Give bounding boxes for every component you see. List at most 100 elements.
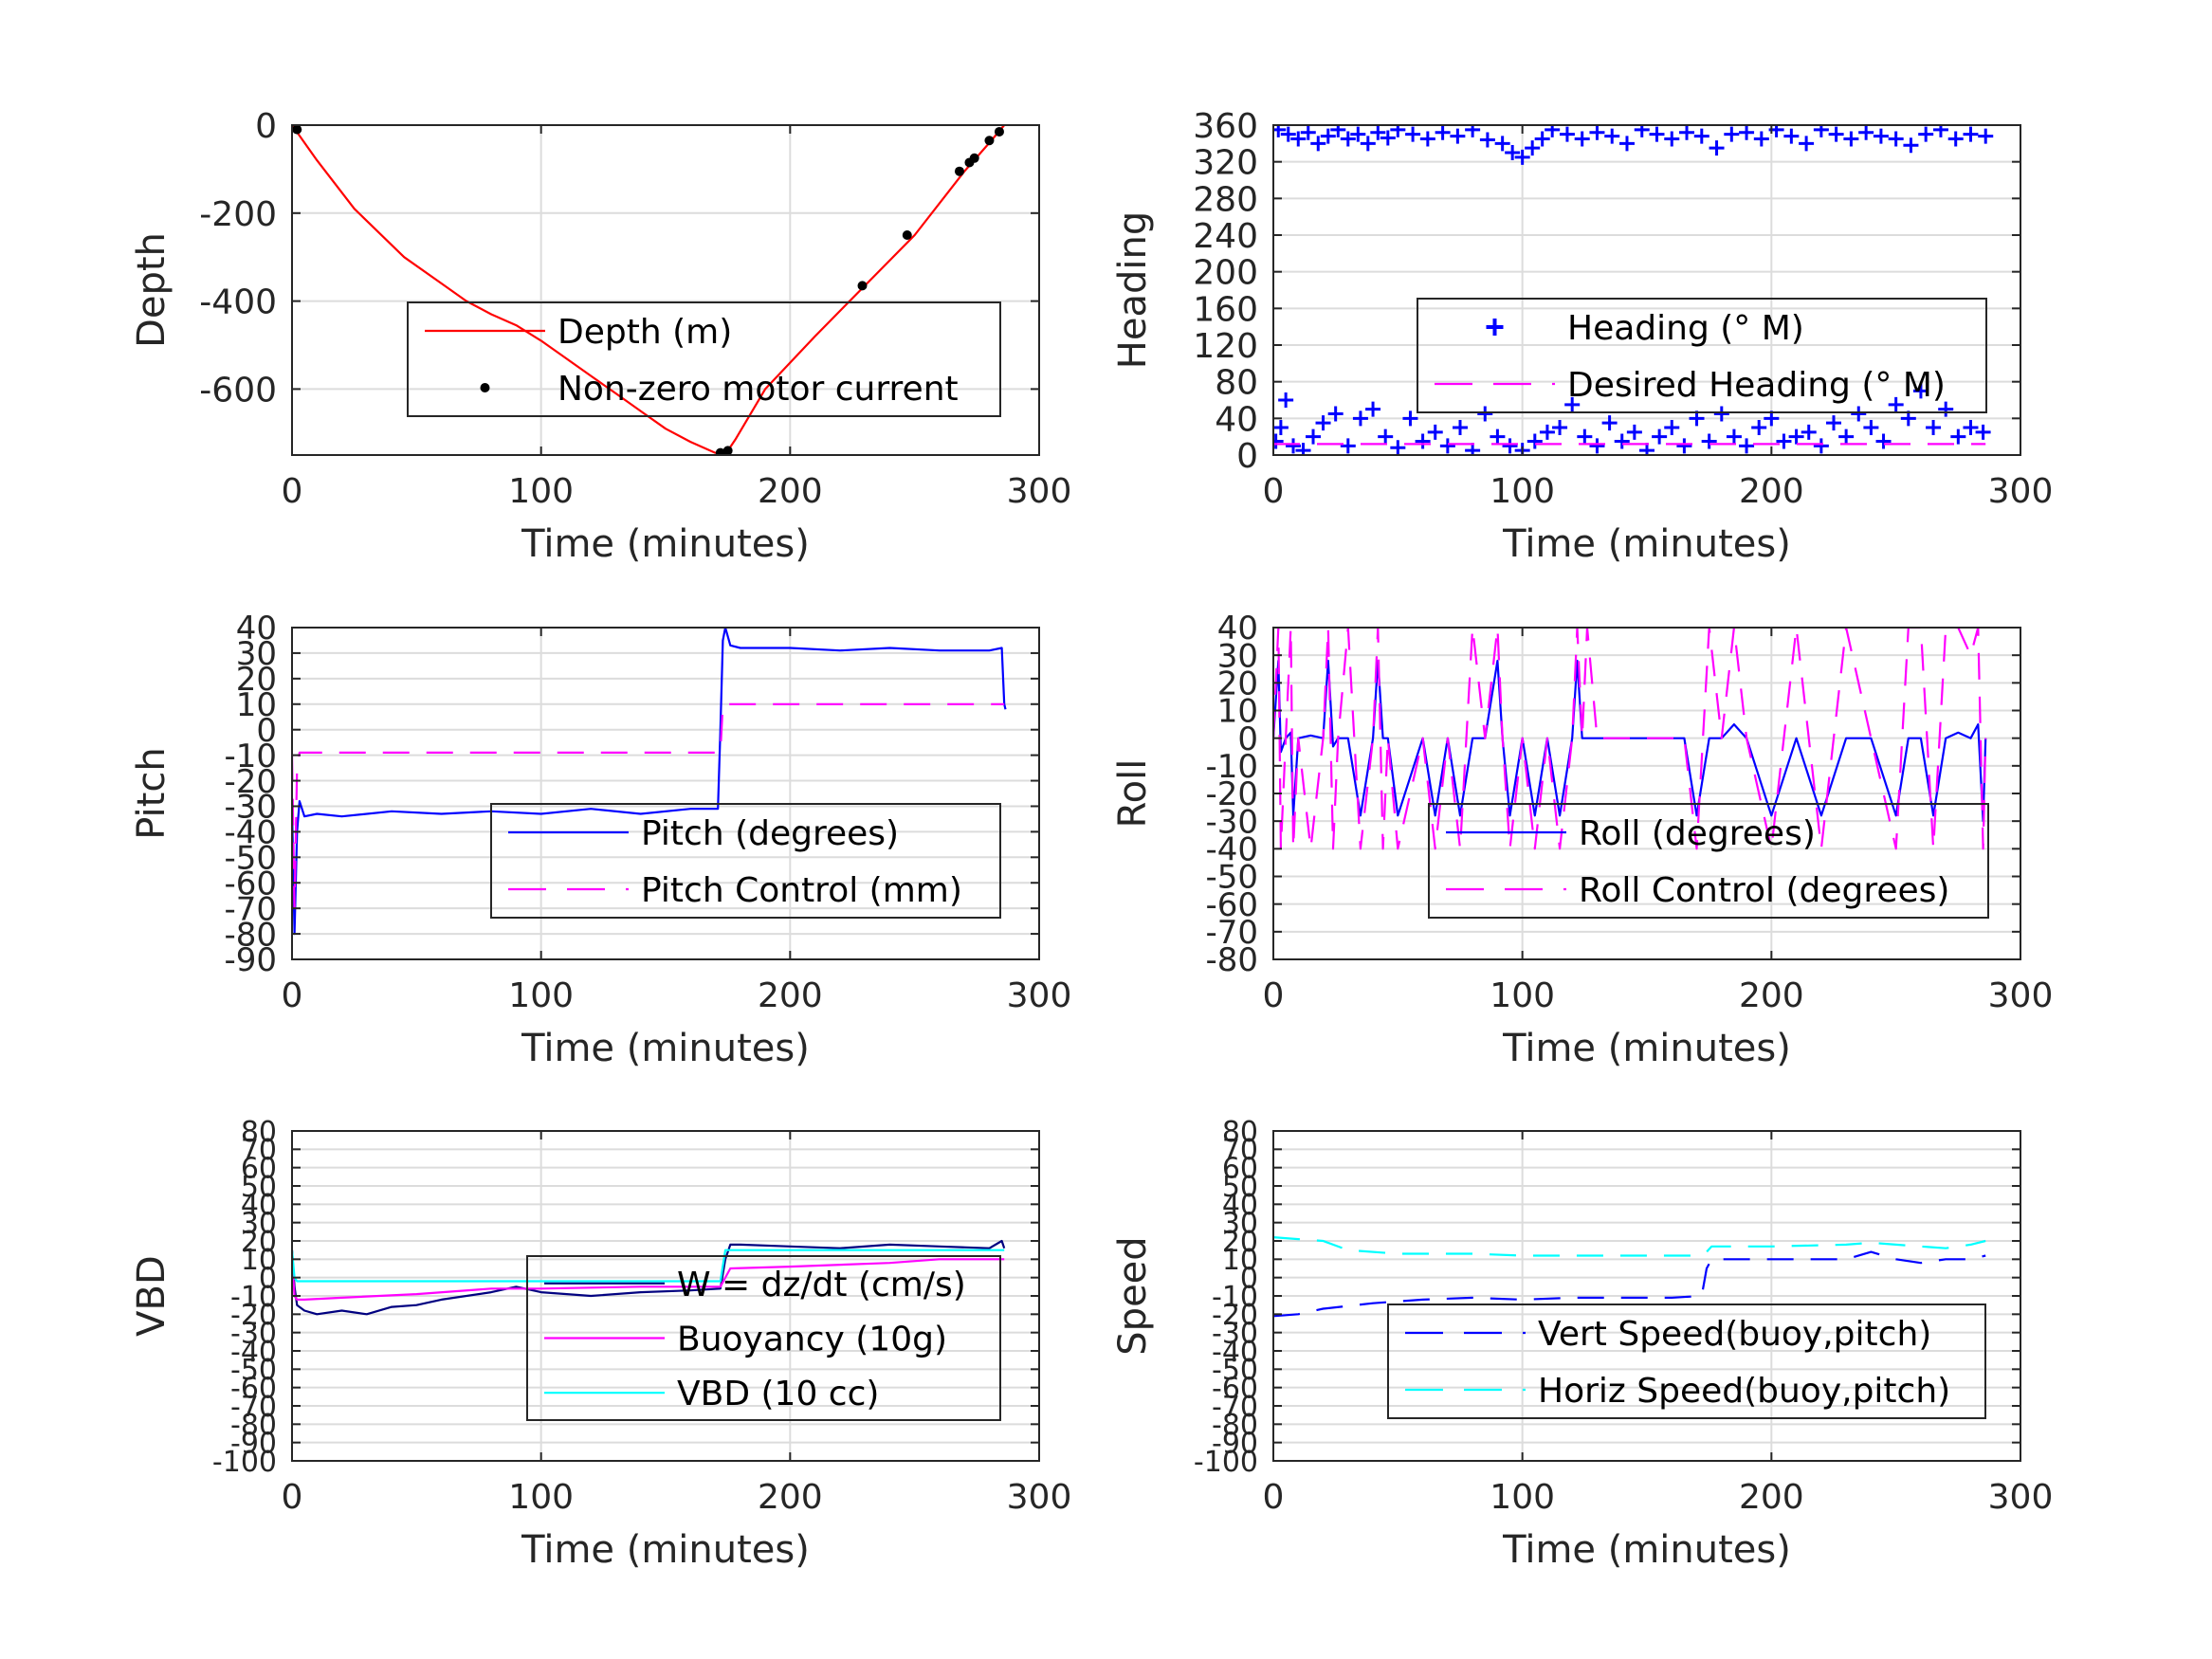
data-point <box>1559 126 1575 142</box>
data-point <box>1539 424 1555 440</box>
data-point <box>1724 126 1740 142</box>
x-tick-label: 0 <box>282 1478 303 1517</box>
data-point <box>1932 125 1948 137</box>
data-point <box>1626 424 1642 440</box>
legend-label: Roll (degrees) <box>1579 814 1816 853</box>
series-depth-1 <box>292 125 1004 455</box>
y-tick-label: -90 <box>230 1427 277 1460</box>
data-point <box>994 126 1004 137</box>
data-point <box>1863 420 1879 435</box>
data-point <box>1534 131 1550 147</box>
y-tick-label: 200 <box>1193 254 1258 293</box>
data-point <box>1526 433 1543 449</box>
data-point <box>1851 406 1867 422</box>
legend-label: Horiz Speed(buoy,pitch) <box>1538 1372 1950 1411</box>
data-point <box>1405 126 1421 142</box>
data-point <box>1875 433 1892 449</box>
data-point <box>1494 136 1510 152</box>
y-tick-label: -40 <box>1205 831 1258 869</box>
data-point <box>1574 131 1590 147</box>
data-point <box>1618 136 1635 152</box>
data-point <box>1713 406 1729 422</box>
plot-area <box>1273 628 1987 850</box>
x-tick-label: 100 <box>508 472 574 511</box>
legend-vbd: W = dz/dt (cm/s) Buoyancy (10g) VBD (10 cc… <box>526 1255 1001 1421</box>
data-point <box>1273 125 1287 137</box>
data-point <box>1290 131 1307 147</box>
axes-frame <box>291 627 1040 960</box>
y-tick-label: 80 <box>1215 364 1258 403</box>
data-point <box>1577 428 1593 445</box>
y-tick-label: 280 <box>1193 180 1258 219</box>
y-tick-label: 320 <box>1193 144 1258 183</box>
y-tick-label: -60 <box>1205 886 1258 924</box>
data-point <box>1918 126 1934 142</box>
data-point <box>1310 136 1326 152</box>
y-tick-label: -20 <box>230 1299 277 1332</box>
data-point <box>1978 128 1994 144</box>
x-tick-label: 300 <box>1988 1478 2054 1517</box>
x-tick-label: 200 <box>1739 1478 1804 1517</box>
data-point <box>1340 438 1356 454</box>
legend-box <box>1417 298 1987 413</box>
x-tick-label: 100 <box>1490 976 1555 1015</box>
legend-box <box>407 301 1001 417</box>
y-tick-label: 10 <box>236 686 277 724</box>
data-point <box>1402 410 1418 427</box>
data-point <box>1273 420 1289 435</box>
data-point <box>1315 415 1331 431</box>
data-point <box>1601 415 1618 431</box>
data-point <box>1415 433 1431 449</box>
x-tick-label: 300 <box>1007 976 1072 1015</box>
chart-depth: 0 100 200 300 -600 -400 -200 0 Time (minutes) Dep… <box>130 107 1071 566</box>
data-point <box>1514 149 1530 165</box>
x-tick-label: 0 <box>1263 472 1285 511</box>
data-point <box>1693 128 1709 144</box>
data-point <box>1273 433 1284 449</box>
series-line-pitch-0 <box>292 628 1007 936</box>
data-point <box>1614 433 1630 449</box>
data-point <box>1564 396 1581 412</box>
x-tick-label: 200 <box>758 1478 823 1517</box>
x-tick-label: 200 <box>758 472 823 511</box>
data-point <box>1888 131 1904 147</box>
x-axis-label: Time (minutes) <box>521 1528 810 1572</box>
y-tick-label: 0 <box>259 1262 277 1295</box>
legend-label: Roll Control (degrees) <box>1579 871 1949 910</box>
y-tick-label: -60 <box>224 865 277 902</box>
data-point <box>1975 424 1991 440</box>
y-tick-label: -20 <box>224 763 277 801</box>
series-line-vbd-1 <box>292 1258 1005 1301</box>
x-tick-label: 0 <box>282 976 303 1015</box>
data-point <box>1813 125 1829 137</box>
y-tick-label: -200 <box>199 195 277 234</box>
y-tick-label: -100 <box>1194 1446 1258 1479</box>
legend-label: VBD (10 cc) <box>677 1375 879 1413</box>
y-tick-label: 360 <box>1193 107 1258 146</box>
chart-pitch: 0 100 200 300-90-80-70-60-50-40-30-20-10010… <box>130 610 1071 1070</box>
x-tick-label: 100 <box>1490 1478 1555 1517</box>
y-tick-label: -40 <box>1212 1336 1258 1369</box>
data-point <box>969 153 979 163</box>
y-tick-label: -10 <box>1205 748 1258 786</box>
legend-label: Pitch (degrees) <box>641 814 899 853</box>
data-point <box>1649 126 1665 142</box>
data-point <box>1545 125 1561 137</box>
data-point <box>1873 128 1889 144</box>
data-point <box>1378 428 1394 445</box>
y-tick-label: 30 <box>1217 637 1258 675</box>
legend-label: Heading (° M) <box>1567 309 1804 348</box>
series-line-vbd-2 <box>292 1249 1005 1283</box>
data-point <box>1826 415 1841 431</box>
chart-heading: 0 100 200 30004080120160200240280320360Time… <box>1111 107 2053 566</box>
plot-area <box>292 125 1006 455</box>
data-point <box>1465 125 1481 137</box>
x-axis-label: Time (minutes) <box>1502 522 1791 566</box>
data-point <box>1739 125 1755 140</box>
y-axis-label: Pitch <box>130 747 174 839</box>
y-tick-label: -30 <box>1212 1317 1258 1350</box>
legend-heading: Heading (° M) Desired Heading (° M) <box>1417 298 1987 413</box>
data-point <box>1465 443 1481 455</box>
y-tick-label: 10 <box>1222 1244 1258 1277</box>
legend-box <box>526 1255 1001 1421</box>
